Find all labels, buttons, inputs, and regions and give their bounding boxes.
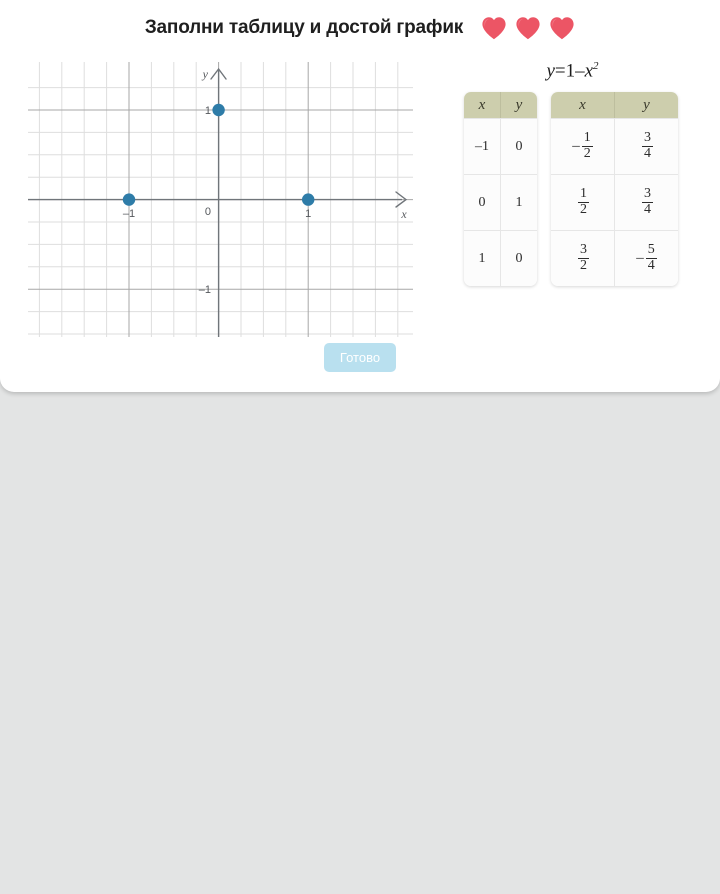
plotted-point (122, 193, 136, 206)
table-header-row: x y (464, 92, 537, 118)
cell-y[interactable]: 0 (501, 230, 537, 286)
column-header-y: y (501, 92, 537, 118)
tick-label-x-pos-one: 1 (305, 208, 311, 220)
plotted-point (302, 193, 315, 206)
fraction-numerator: 3 (580, 242, 587, 258)
table-integer-values[interactable]: x y –1 0 0 1 1 0 (464, 92, 537, 286)
tick-label-y-neg-one: –1 (199, 284, 211, 296)
formula-minus: – (575, 60, 585, 82)
cell-y[interactable]: 3 4 (615, 174, 678, 230)
cell-x[interactable]: 0 (464, 174, 501, 230)
fraction-denominator: 2 (581, 146, 593, 161)
cell-x[interactable]: 1 2 (551, 174, 615, 230)
value-tables: x y –1 0 0 1 1 0 (464, 92, 678, 286)
fraction-numerator: 5 (647, 242, 655, 258)
cell-x[interactable]: – 1 2 (551, 118, 615, 174)
fraction-sign: – (636, 250, 644, 266)
table-row: 1 0 (464, 230, 537, 286)
formula-variable: x (584, 60, 594, 82)
heart-icon (516, 17, 540, 40)
table-row: 3 2 – 5 4 (551, 230, 678, 286)
table-row: 1 2 3 4 (551, 174, 678, 230)
header: Заполни таблицу и достой график (0, 8, 720, 48)
fraction-numerator: 1 (583, 130, 591, 146)
table-row: –1 0 (464, 118, 537, 174)
heart-icon (550, 17, 574, 40)
tick-label-y-pos-one: 1 (205, 105, 211, 117)
fraction-numerator: 3 (644, 186, 651, 202)
page-title: Заполни таблицу и достой график (144, 17, 464, 38)
formula-exponent: 2 (593, 60, 599, 72)
fraction-numerator: 3 (644, 130, 651, 146)
cell-x[interactable]: 1 (464, 230, 501, 286)
y-axis-arrow (210, 67, 227, 80)
fraction-denominator: 2 (578, 258, 589, 273)
table-row: 0 1 (464, 174, 537, 230)
coordinate-plane[interactable]: y x 0 –1 1 1 –1 (28, 62, 413, 337)
fraction-denominator: 4 (642, 202, 653, 217)
heart-icon (482, 17, 506, 40)
exercise-card: Заполни таблицу и достой график (0, 0, 720, 392)
column-header-x: x (551, 92, 615, 118)
cell-x[interactable]: 3 2 (551, 230, 615, 286)
table-row: – 1 2 3 4 (551, 118, 678, 174)
cell-y[interactable]: 1 (501, 174, 537, 230)
x-axis-arrow (395, 191, 408, 208)
fraction-denominator: 2 (578, 202, 589, 217)
table-fraction-values[interactable]: x y – 1 2 (551, 92, 678, 286)
tick-label-x-neg-one: –1 (123, 208, 135, 220)
minor-gridlines-horizontal (28, 87, 413, 335)
y-axis-label: y (202, 67, 209, 81)
formula-lhs: y (546, 60, 555, 82)
cell-y[interactable]: 0 (501, 118, 537, 174)
fraction-numerator: 1 (580, 186, 587, 202)
fraction-denominator: 4 (645, 258, 657, 273)
cell-y[interactable]: 3 4 (615, 118, 678, 174)
formula-equals: = (554, 60, 566, 82)
cell-y[interactable]: – 5 4 (615, 230, 678, 286)
axis-arrows (210, 67, 408, 208)
column-header-x: x (464, 92, 501, 118)
fraction-denominator: 4 (642, 146, 653, 161)
tick-label-origin: 0 (205, 206, 211, 218)
x-axis-label: x (400, 207, 407, 221)
lives-counter (481, 16, 575, 40)
column-header-y: y (615, 92, 678, 118)
formula: y=1–x2 (455, 60, 690, 82)
table-header-row: x y (551, 92, 678, 118)
cell-x[interactable]: –1 (464, 118, 501, 174)
plotted-point (212, 103, 225, 117)
done-button[interactable]: Готово (324, 343, 396, 372)
formula-term-one: 1 (565, 60, 576, 82)
fraction-sign: – (572, 138, 580, 154)
